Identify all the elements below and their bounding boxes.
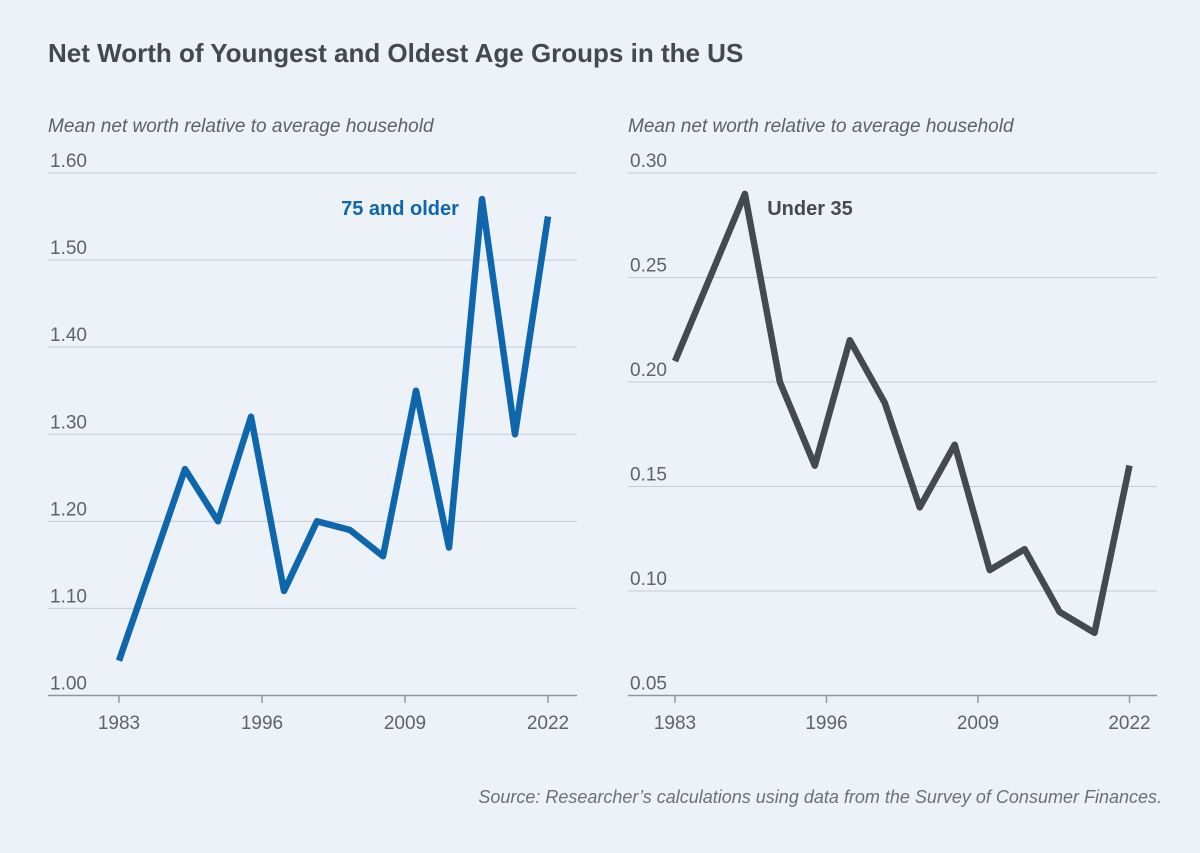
chart-75-and-older: 1.60 1.50 1.40 1.30 1.20 1.10 1.00 1983 1996 2009…: [48, 151, 577, 734]
y-tick-label: 0.10: [630, 569, 667, 590]
axis-title-left: Mean net worth relative to average house…: [48, 116, 434, 137]
source-note: Source: Researcher’s calculations using …: [478, 787, 1162, 807]
page-title: Net Worth of Youngest and Oldest Age Gro…: [48, 38, 744, 68]
y-tick-label: 0.05: [630, 674, 667, 695]
y-tick-label: 0.25: [630, 256, 667, 277]
line-series-75-and-older: [115, 195, 552, 662]
y-tick-label: 1.30: [50, 412, 87, 433]
series-label-under-35: Under 35: [767, 198, 853, 220]
y-tick-label: 0.30: [630, 151, 667, 172]
x-tick-label: 2022: [527, 713, 569, 734]
y-tick-label: 1.40: [50, 325, 87, 346]
x-tick-label: 2009: [957, 713, 999, 734]
x-tick-label: 1983: [98, 713, 140, 734]
chart-under-35: 0.30 0.25 0.20 0.15 0.10 0.05 1983 1996 2009 2022: [628, 151, 1157, 734]
y-tick-label: 0.15: [630, 465, 667, 486]
x-tick-label: 1996: [241, 713, 283, 734]
y-tick-label: 1.20: [50, 499, 87, 520]
y-tick-label: 1.00: [50, 674, 87, 695]
x-tick-label: 2022: [1108, 713, 1150, 734]
series-label-75-and-older: 75 and older: [341, 198, 459, 220]
line-series-under-35: [672, 190, 1133, 637]
y-tick-label: 1.10: [50, 586, 87, 607]
x-tick-label: 2009: [384, 713, 426, 734]
x-tick-label: 1983: [654, 713, 696, 734]
y-tick-label: 1.60: [50, 151, 87, 172]
axis-title-right: Mean net worth relative to average house…: [628, 116, 1014, 137]
y-tick-label: 0.20: [630, 360, 667, 381]
y-tick-label: 1.50: [50, 238, 87, 259]
x-tick-label: 1996: [805, 713, 847, 734]
